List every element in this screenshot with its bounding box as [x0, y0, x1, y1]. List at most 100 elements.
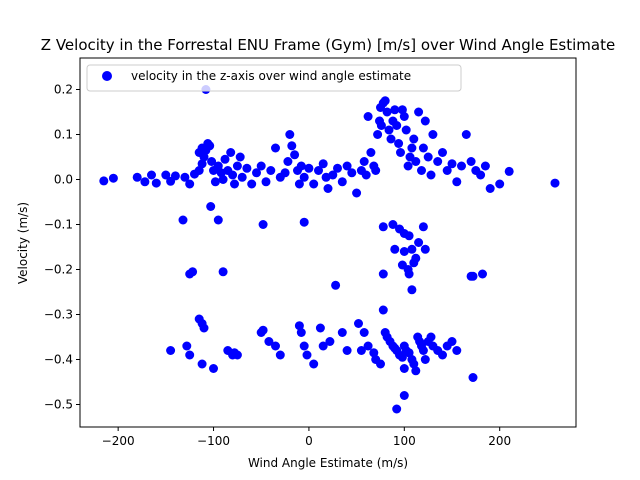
data-point [409, 258, 419, 268]
data-point [386, 134, 396, 144]
data-point [261, 177, 271, 187]
legend-box [86, 64, 462, 92]
data-point [384, 125, 394, 135]
data-point [232, 161, 242, 171]
data-point [342, 346, 352, 355]
data-point [271, 143, 280, 153]
data-point [207, 157, 217, 166]
data-point [461, 130, 471, 139]
data-point [394, 139, 404, 148]
data-point [132, 172, 142, 182]
data-point [151, 178, 161, 188]
data-point [166, 346, 176, 355]
data-point [401, 125, 411, 135]
data-point [342, 161, 352, 171]
y-tick-label: −0.1 [44, 218, 73, 232]
data-point [256, 161, 266, 171]
data-point [194, 148, 204, 157]
data-point [447, 337, 457, 346]
data-point [337, 177, 347, 187]
data-point [420, 355, 430, 364]
data-point [378, 222, 388, 232]
data-point [108, 173, 118, 183]
y-tick-label: 0.1 [54, 128, 73, 142]
x-axis-ticks: −200 −100 0 100 200 [102, 427, 511, 448]
y-axis-label: Velocity (m/s) [16, 202, 30, 284]
data-point [423, 152, 433, 162]
data-point [218, 267, 228, 277]
data-point [426, 332, 436, 342]
data-point [466, 157, 476, 166]
data-point [299, 172, 309, 182]
data-point [363, 112, 373, 121]
data-point [258, 220, 268, 229]
data-point [371, 166, 381, 175]
data-point [299, 217, 309, 227]
data-point [185, 179, 195, 189]
data-point [399, 391, 409, 400]
x-axis-label: Wind Angle Estimate (m/s) [248, 456, 408, 470]
data-point [428, 130, 438, 139]
data-point [442, 166, 452, 175]
data-point [275, 350, 285, 360]
data-point [318, 159, 328, 169]
data-point [325, 337, 335, 346]
data-point [247, 179, 257, 189]
data-point [347, 168, 357, 178]
data-point [294, 321, 304, 331]
data-point [323, 184, 333, 193]
data-point [294, 179, 304, 189]
data-point [226, 148, 236, 157]
data-point [197, 159, 207, 169]
data-point [205, 141, 215, 151]
chart-title: Z Velocity in the Forrestal ENU Frame (G… [41, 36, 615, 54]
data-point [399, 247, 409, 256]
data-point [417, 166, 426, 175]
data-point [359, 157, 369, 166]
data-point [213, 161, 223, 171]
data-point [468, 373, 478, 382]
data-point [228, 170, 238, 180]
data-point [420, 244, 430, 254]
data-point [218, 175, 228, 184]
x-tick-label: −200 [102, 434, 135, 448]
y-tick-label: −0.5 [44, 398, 73, 412]
data-point [380, 96, 390, 106]
data-point [147, 170, 156, 180]
data-point [266, 166, 276, 175]
data-point [388, 220, 398, 229]
data-point [333, 163, 342, 173]
legend-label: velocity in the z-axis over wind angle e… [131, 69, 411, 83]
data-point [309, 359, 319, 369]
data-point [390, 244, 400, 254]
y-tick-label: −0.4 [44, 353, 73, 367]
data-point [468, 271, 478, 281]
data-point [376, 121, 386, 130]
data-point [140, 177, 150, 187]
data-point [399, 364, 409, 373]
data-point [185, 350, 195, 360]
data-point [252, 168, 261, 178]
data-point [170, 171, 180, 181]
data-point [235, 152, 245, 162]
data-point [392, 404, 402, 414]
data-point [418, 346, 428, 355]
data-point [403, 161, 413, 171]
data-point [304, 163, 314, 173]
data-point [309, 179, 319, 189]
data-point [476, 170, 486, 180]
data-point [478, 269, 487, 279]
y-tick-label: −0.2 [44, 263, 73, 277]
x-tick-label: −100 [197, 434, 230, 448]
data-point [359, 328, 369, 337]
data-point [331, 280, 341, 290]
data-point [285, 130, 295, 139]
data-point [315, 323, 325, 333]
data-point [280, 168, 290, 178]
data-point [480, 161, 490, 171]
data-point [409, 134, 419, 144]
data-point [209, 364, 218, 373]
data-point [550, 178, 560, 188]
data-point [161, 170, 171, 180]
